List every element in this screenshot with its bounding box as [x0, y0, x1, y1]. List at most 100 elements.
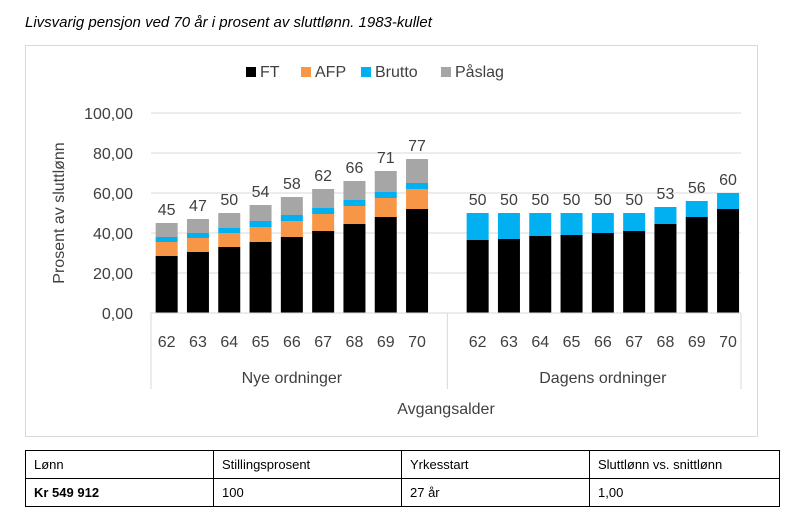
table-header-cell: Lønn: [25, 450, 214, 479]
bar-segment: [155, 237, 178, 242]
bar-segment: [591, 233, 614, 313]
y-tick-label: 60,00: [93, 186, 133, 203]
chart-area: FT AFP Brutto Påslag 0,00 20,00 40,00 60,00 80,0…: [25, 45, 758, 437]
table-cell: 1,00: [589, 478, 780, 507]
data-label: 50: [500, 192, 518, 209]
bar-segment: [654, 224, 677, 313]
stacked-bar-chart: FT AFP Brutto Påslag 0,00 20,00 40,00 60,00 80,0…: [51, 63, 742, 418]
x-tick-label: 69: [688, 334, 706, 351]
y-tick-label: 20,00: [93, 266, 133, 283]
x-tick-label: 69: [377, 334, 395, 351]
bar-segment: [218, 233, 241, 247]
y-tick-label: 40,00: [93, 226, 133, 243]
legend-swatch: [246, 67, 256, 77]
chart-title: Livsvarig pensjon ved 70 år i prosent av…: [25, 14, 432, 31]
bar-segment: [497, 213, 520, 239]
bar-segment: [280, 197, 303, 215]
bar-segment: [218, 213, 241, 228]
x-tick-label: 67: [625, 334, 643, 351]
bar-segment: [406, 159, 429, 183]
x-axis-title: Avgangsalder: [397, 401, 495, 418]
bar-segment: [374, 192, 397, 198]
bar-segment: [249, 227, 272, 242]
y-axis-title: Prosent av sluttlønn: [51, 142, 68, 283]
x-tick-label: 66: [283, 334, 301, 351]
table-header-cell: Sluttlønn vs. snittlønn: [589, 450, 780, 479]
data-label: 50: [625, 192, 643, 209]
bar-segment: [280, 215, 303, 221]
bar-segment: [343, 224, 366, 313]
bar-segment: [623, 213, 646, 231]
bar-segment: [155, 242, 178, 256]
bar-segment: [312, 208, 335, 214]
data-label: 56: [688, 180, 706, 197]
x-tick-label: 63: [500, 334, 518, 351]
data-label: 62: [314, 168, 332, 185]
data-label: 50: [469, 192, 487, 209]
x-tick-label: 67: [314, 334, 332, 351]
x-tick-label: 64: [531, 334, 549, 351]
bar-segment: [249, 242, 272, 313]
bar-segment: [374, 171, 397, 192]
bar-segment: [374, 198, 397, 217]
bar-segment: [406, 209, 429, 313]
bar-segment: [406, 189, 429, 209]
bar-segment: [560, 235, 583, 313]
data-label: 53: [657, 186, 675, 203]
legend-label: Brutto: [375, 64, 418, 81]
bar-segment: [591, 213, 614, 233]
legend-label: FT: [260, 64, 280, 81]
y-tick-label: 80,00: [93, 146, 133, 163]
y-tick-label: 100,00: [84, 106, 133, 123]
x-tick-label: 64: [220, 334, 238, 351]
legend-label: Påslag: [455, 63, 504, 81]
legend-swatch: [301, 67, 311, 77]
bar-segment: [280, 221, 303, 237]
x-tick-label: 63: [189, 334, 207, 351]
bar-segment: [312, 231, 335, 313]
bar-segment: [406, 183, 429, 189]
x-tick-label: 70: [719, 334, 737, 351]
bar-segment: [654, 207, 677, 224]
x-tick-label: 70: [408, 334, 426, 351]
data-label: 50: [531, 192, 549, 209]
x-tick-label: 62: [158, 334, 176, 351]
bar-segment: [280, 237, 303, 313]
data-label: 71: [377, 150, 395, 167]
bar-segment: [343, 200, 366, 206]
table-header-cell: Stillingsprosent: [213, 450, 402, 479]
data-label: 50: [594, 192, 612, 209]
x-tick-label: 66: [594, 334, 612, 351]
x-tick-label: 65: [252, 334, 270, 351]
bar-segment: [218, 247, 241, 313]
bar-segment: [560, 213, 583, 235]
bar-segment: [529, 213, 552, 236]
data-label: 58: [283, 176, 301, 193]
table-cell: 100: [213, 478, 402, 507]
data-label: 54: [252, 184, 270, 201]
bar-segment: [497, 239, 520, 313]
legend-swatch: [441, 67, 451, 77]
bar-segment: [186, 233, 209, 238]
data-label: 45: [158, 202, 176, 219]
group-label: Dagens ordninger: [539, 370, 667, 387]
legend-label: AFP: [315, 64, 346, 81]
bar-segment: [717, 193, 740, 209]
bar-segment: [186, 219, 209, 233]
info-table: Lønn Stillingsprosent Yrkesstart Sluttlø…: [25, 450, 780, 507]
data-label: 47: [189, 198, 207, 215]
x-tick-label: 68: [657, 334, 675, 351]
bar-segment: [466, 213, 489, 240]
bar-segment: [529, 236, 552, 313]
bar-segment: [623, 231, 646, 313]
bar-segment: [186, 238, 209, 252]
table-header-row: Lønn Stillingsprosent Yrkesstart Sluttlø…: [25, 450, 780, 479]
data-label: 50: [220, 192, 238, 209]
bar-segment: [249, 205, 272, 221]
x-tick-label: 62: [469, 334, 487, 351]
data-label: 66: [346, 160, 364, 177]
data-label: 60: [719, 172, 737, 189]
table-row: Kr 549 912 100 27 år 1,00: [25, 478, 780, 507]
table-cell: 27 år: [401, 478, 590, 507]
bar-segment: [717, 209, 740, 313]
